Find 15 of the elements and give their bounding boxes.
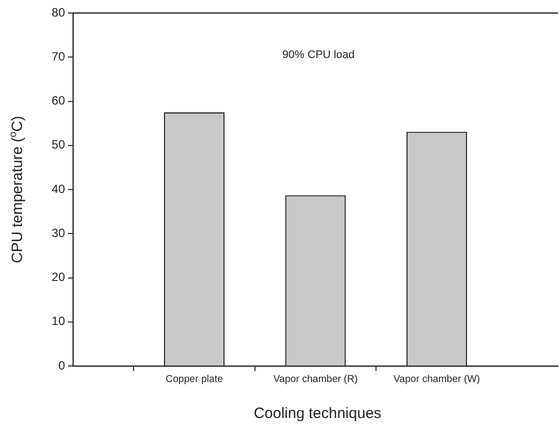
y-tick-label: 0 (58, 358, 66, 372)
y-tick-label: 70 (52, 49, 66, 64)
y-axis-title: CPU temperature (oC) (8, 116, 26, 264)
y-tick-label: 40 (52, 182, 66, 196)
y-tick-label: 30 (52, 226, 66, 240)
annotation: 90% CPU load (282, 49, 355, 62)
y-tick-label: 10 (52, 314, 66, 328)
x-axis-title: Cooling techniques (254, 405, 382, 422)
x-tick-label: Vapor chamber (R) (273, 374, 358, 385)
y-tick-label: 50 (52, 138, 66, 152)
y-tick-label: 20 (52, 270, 66, 284)
y-tick-label: 60 (52, 94, 66, 108)
y-tick-label: 80 (52, 5, 66, 20)
x-tick-label: Copper plate (166, 374, 224, 385)
x-tick-label: Vapor chamber (W) (393, 374, 480, 385)
